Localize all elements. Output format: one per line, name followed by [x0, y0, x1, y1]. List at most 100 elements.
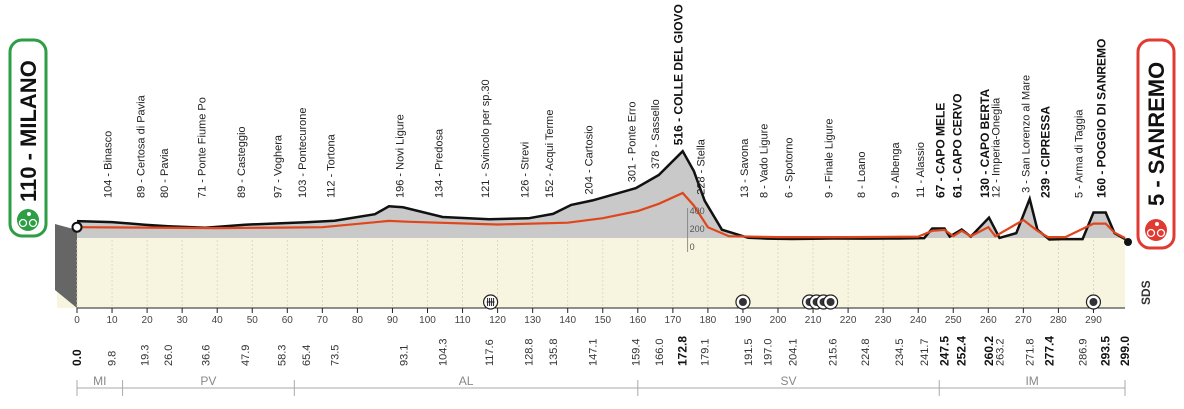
- finish-dot: [1124, 238, 1132, 246]
- km-label: 234.5: [894, 338, 906, 366]
- km-label: 286.9: [1078, 338, 1090, 366]
- altitude-tick-200: 200: [690, 224, 705, 234]
- km-label: 65.4: [301, 345, 313, 366]
- place-label: 13 - Savona: [739, 138, 751, 198]
- km-label: 260.2: [982, 336, 996, 366]
- place-label: 97 - Voghera: [272, 134, 284, 198]
- km-label: 26.0: [163, 345, 175, 366]
- place-label: 112 - Tortona: [326, 133, 338, 198]
- x-tick-label: 20: [142, 315, 154, 326]
- sprint-icon-core: [738, 298, 747, 306]
- x-tick-label: 290: [1085, 315, 1102, 326]
- brand-logo: SDS: [1139, 280, 1153, 305]
- x-tick-label: 210: [805, 315, 822, 326]
- place-label: 67 - CAPO MELE: [933, 103, 947, 198]
- road-line: [76, 191, 1126, 239]
- profile-area: [77, 151, 1125, 240]
- place-label: 126 - Strevi: [519, 142, 531, 198]
- x-tick-label: 160: [629, 315, 646, 326]
- x-tick-label: 200: [770, 315, 787, 326]
- place-label: 378 - Sassello: [650, 99, 662, 169]
- profile-line: [76, 149, 1126, 241]
- finish-cyclist-wheel: [1156, 228, 1166, 238]
- km-label: 293.5: [1099, 336, 1113, 366]
- province-code: IM: [1025, 374, 1038, 388]
- km-label: 19.3: [140, 345, 152, 366]
- start-dot: [71, 221, 83, 233]
- km-labels: 0.0 9.8 19.3 26.0 36.6 47.9 58.3 65.4 73.5 93.1 10…: [70, 336, 1132, 366]
- place-label: 12 - Imperia-Oneglia: [991, 97, 1003, 198]
- finish-cyclist-head: [1155, 222, 1159, 226]
- x-tick-label: 150: [594, 315, 611, 326]
- place-label: 239 - CIPRESSA: [1038, 106, 1052, 198]
- x-tick-label: 130: [524, 315, 541, 326]
- altitude-tick-400: 400: [690, 206, 705, 216]
- place-label: 104 - Binasco: [102, 131, 114, 198]
- km-label: 47.9: [240, 345, 252, 366]
- x-tick-label: 0: [74, 315, 80, 326]
- sprint-icon-core: [1089, 298, 1098, 306]
- x-tick-label: 180: [700, 315, 717, 326]
- x-tick-label: 30: [177, 315, 189, 326]
- x-tick-label: 280: [1050, 315, 1067, 326]
- km-label: 159.4: [631, 338, 643, 366]
- start-finish-badges: 110 - MILANO 5 - SANREMO SDS: [8, 38, 1176, 305]
- x-axis-ticks: 0 10 20 30 40 50 60 70 80 90 100 110 120 130 140 150 160…: [74, 308, 1102, 326]
- profile-layer: 400 200 0: [71, 149, 1132, 252]
- place-label: 11 - Alassio: [915, 142, 927, 198]
- place-label: 301 - Ponte Erro: [627, 102, 639, 183]
- finish-badge: [1136, 38, 1176, 250]
- x-tick-label: 90: [387, 315, 399, 326]
- km-label: 204.1: [787, 338, 799, 366]
- place-label: 228 - Stella: [696, 138, 708, 195]
- x-tick-label: 230: [875, 315, 892, 326]
- province-code: SV: [781, 374, 797, 388]
- place-label: 516 - COLLE DEL GIOVO: [672, 4, 686, 145]
- km-label: 172.8: [676, 336, 690, 366]
- x-tick-label: 60: [282, 315, 294, 326]
- km-label: 58.3: [276, 345, 288, 366]
- km-label: 215.6: [828, 338, 840, 366]
- place-label: 160 - POGGIO DI SANREMO: [1095, 39, 1109, 198]
- finish-label: 5 - SANREMO: [1144, 62, 1169, 206]
- x-tick-label: 120: [489, 315, 506, 326]
- place-label: 5 - Arma di Taggia: [1074, 109, 1086, 198]
- km-label: 135.8: [548, 338, 560, 366]
- start-cyclist-icon: [17, 209, 39, 231]
- place-label: 204 - Cartosio: [584, 125, 596, 194]
- place-label: 9 - Finale Ligure: [824, 119, 836, 199]
- place-label: 134 - Predosa: [434, 128, 446, 198]
- place-label: 71 - Ponte Fiume Po: [196, 97, 208, 198]
- ground-layer: [55, 224, 1125, 308]
- finish-cyclist-wheel: [1146, 228, 1156, 238]
- place-label: 9 - Albenga: [890, 141, 902, 198]
- province-code: MI: [93, 374, 106, 388]
- km-label: 9.8: [106, 351, 118, 366]
- place-label: 8 - Vado Ligure: [758, 124, 770, 198]
- km-label: 104.3: [438, 338, 450, 366]
- place-label: 6 - Spotorno: [783, 137, 795, 198]
- x-tick-label: 80: [352, 315, 364, 326]
- x-tick-label: 250: [945, 315, 962, 326]
- start-cyclist-wheel: [18, 218, 28, 228]
- km-label: 0.0: [70, 349, 84, 366]
- km-label: 179.1: [700, 338, 712, 366]
- profile-side-face: [55, 224, 77, 308]
- ground-area: [57, 238, 1125, 308]
- x-tick-label: 50: [247, 315, 259, 326]
- x-tick-label: 170: [665, 315, 682, 326]
- km-label: 247.5: [937, 336, 951, 366]
- place-label: 89 - Casteggio: [236, 126, 248, 198]
- km-label: 197.0: [762, 338, 774, 366]
- course-markers: [482, 294, 1102, 310]
- km-label: 252.4: [955, 336, 969, 366]
- place-label: 80 - Pavia: [159, 148, 171, 198]
- x-tick-label: 240: [910, 315, 927, 326]
- km-label: 128.8: [523, 338, 535, 366]
- km-label: 271.8: [1025, 338, 1037, 366]
- place-label: 3 - San Lorenzo al Mare: [1021, 75, 1033, 193]
- start-label: 110 - MILANO: [16, 60, 41, 202]
- x-tick-label: 110: [455, 315, 471, 326]
